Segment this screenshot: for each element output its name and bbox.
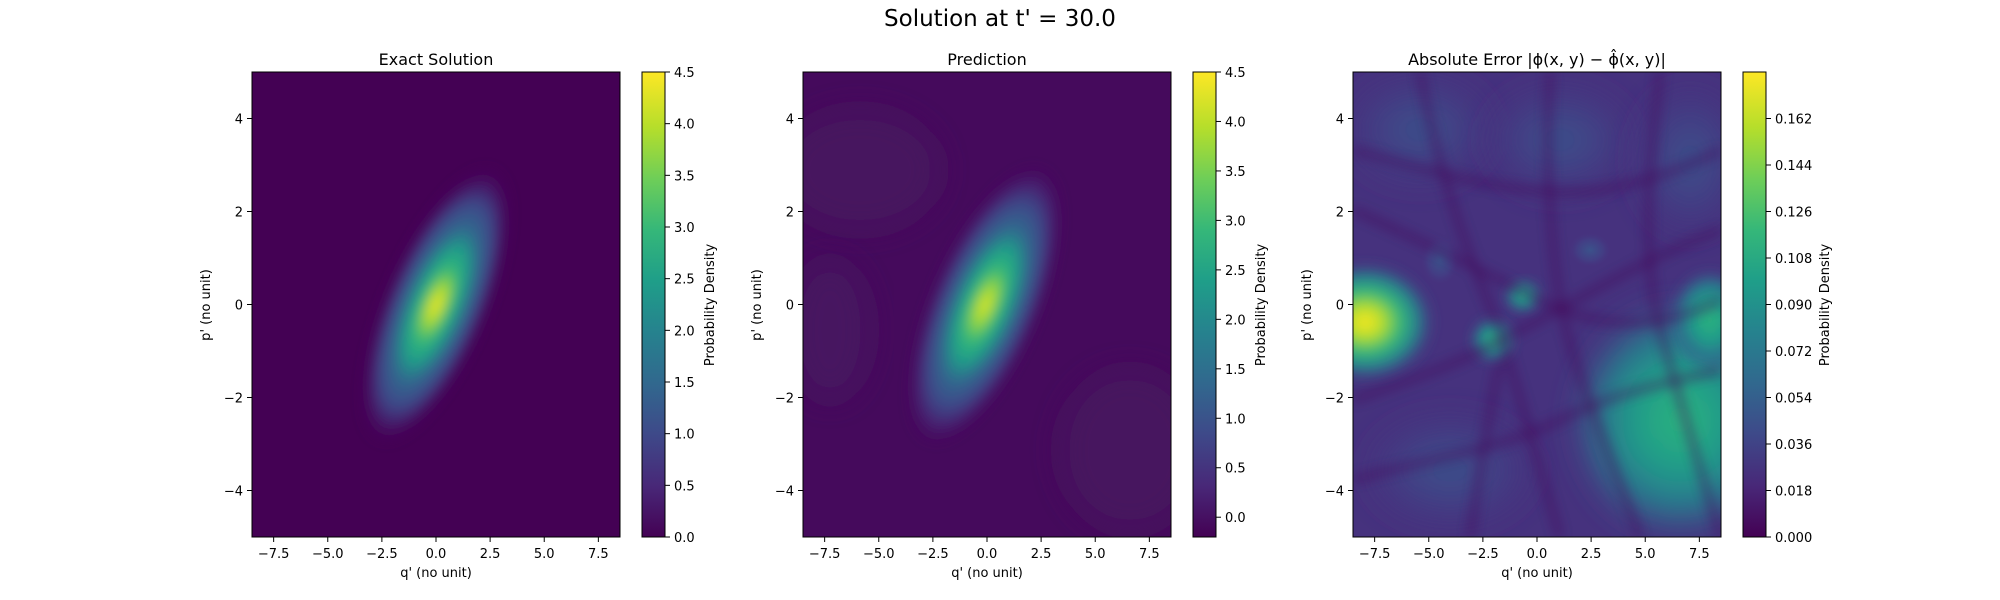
x-tick-label: 7.5 (588, 547, 609, 562)
y-tick-label: 2 (1336, 206, 1344, 221)
colorbar-tick-label: 2.5 (674, 273, 695, 288)
heatmap-exact (252, 72, 620, 537)
colorbar-tick-label: 4.5 (674, 66, 695, 81)
colorbar-tick-label: 3.5 (1225, 165, 1246, 180)
colorbar-ticks-prediction: 0.0 0.5 1.0 1.5 2.0 2.5 3.0 3.5 4.0 4.5 (1216, 66, 1246, 526)
x-tick-label: 5.0 (534, 547, 555, 562)
x-tick-label: 0.0 (977, 547, 998, 562)
y-tick-label: −4 (224, 485, 243, 500)
colorbar-tick-label: 2.0 (1225, 313, 1246, 328)
y-tick-label: 4 (235, 113, 243, 128)
x-tick-label: 2.5 (1581, 547, 1602, 562)
x-tick-label: −2.5 (917, 547, 949, 562)
colorbar-tick-label: 1.0 (674, 428, 695, 443)
y-axis-label: p' (no unit) (750, 269, 765, 341)
x-tick-label: −7.5 (258, 547, 290, 562)
x-tick-label: −7.5 (1359, 547, 1391, 562)
y-tick-label: 2 (786, 206, 794, 221)
y-tick-label: −2 (1325, 392, 1344, 407)
colorbar-tick-label: 0.5 (1225, 462, 1246, 477)
y-axis-label: p' (no unit) (1300, 269, 1315, 341)
panel-error: Absolute Error |ϕ(x, y) − ϕ̂(x, y)| (1300, 49, 1833, 581)
colorbar-tick-label: 4.0 (1225, 115, 1246, 130)
x-axis-label: q' (no unit) (400, 566, 472, 581)
colorbar-ticks-error: 0.000 0.018 0.036 0.054 0.072 0.090 0.108 0.126… (1766, 113, 1812, 546)
y-tick-label: 0 (786, 299, 794, 314)
x-tick-label: −5.0 (312, 547, 344, 562)
heatmap-prediction (803, 72, 1171, 537)
colorbar-tick-label: 0.144 (1775, 159, 1812, 174)
x-tick-label: 5.0 (1085, 547, 1106, 562)
panel-title: Exact Solution (379, 50, 494, 69)
x-tick-label: 0.0 (426, 547, 447, 562)
colorbar-tick-label: 4.0 (674, 118, 695, 133)
colorbar-tick-label: 1.5 (1225, 363, 1246, 378)
y-tick-label: 4 (1336, 113, 1344, 128)
colorbar-tick-label: 0.126 (1775, 206, 1812, 221)
colorbar-tick-label: 0.5 (674, 479, 695, 494)
x-tick-label: −7.5 (809, 547, 841, 562)
x-tick-label: −5.0 (863, 547, 895, 562)
colorbar-tick-label: 2.0 (674, 324, 695, 339)
y-tick-label: 4 (786, 113, 794, 128)
x-tick-label: −5.0 (1413, 547, 1445, 562)
y-tick-label: 2 (235, 206, 243, 221)
panel-exact: Exact Solution −7.5 −5.0 −2.5 0.0 2.5 5.0 7.5−… (199, 50, 718, 581)
x-tick-label: −2.5 (1467, 547, 1499, 562)
x-tick-label: 5.0 (1635, 547, 1656, 562)
colorbar-tick-label: 1.5 (674, 376, 695, 391)
x-tick-label: 7.5 (1139, 547, 1160, 562)
panel-title: Prediction (947, 50, 1026, 69)
colorbar-tick-label: 0.162 (1775, 113, 1812, 128)
colorbar-tick-label: 0.000 (1775, 531, 1812, 546)
colorbar-tick-label: 3.0 (674, 221, 695, 236)
x-axis-label: q' (no unit) (1501, 566, 1573, 581)
y-axis-label: p' (no unit) (199, 269, 214, 341)
colorbar-tick-label: 0.036 (1775, 438, 1812, 453)
x-tick-label: 2.5 (480, 547, 501, 562)
y-tick-label: 0 (235, 299, 243, 314)
colorbar-tick-label: 1.0 (1225, 412, 1246, 427)
colorbar-exact (641, 71, 666, 538)
x-tick-label: −2.5 (366, 547, 398, 562)
y-tick-label: −2 (224, 392, 243, 407)
colorbar-tick-label: 0.0 (1225, 511, 1246, 526)
y-tick-label: 0 (1336, 299, 1344, 314)
colorbar-tick-label: 0.054 (1775, 392, 1812, 407)
colorbar-tick-label: 2.5 (1225, 264, 1246, 279)
heatmap-error (1353, 72, 1721, 537)
colorbar-tick-label: 4.5 (1225, 66, 1246, 81)
panel-title: Absolute Error |ϕ(x, y) − ϕ̂(x, y)| (1408, 49, 1666, 69)
colorbar-label: Probability Density (1818, 244, 1833, 367)
colorbar-tick-label: 3.5 (674, 169, 695, 184)
x-tick-label: 7.5 (1689, 547, 1710, 562)
x-axis-label: q' (no unit) (951, 566, 1023, 581)
colorbar-label: Probability Density (703, 244, 718, 367)
axes-error: −7.5 −5.0 −2.5 0.0 2.5 5.0 7.5 −4 −2 0 2 4 (1325, 113, 1710, 563)
axes-prediction: −7.5 −5.0 −2.5 0.0 2.5 5.0 7.5 −4 −2 0 2 4 (775, 113, 1160, 563)
y-tick-label: −4 (775, 485, 794, 500)
axes-exact: −7.5 −5.0 −2.5 0.0 2.5 5.0 7.5 −4 −2 0 2 4 (224, 113, 609, 563)
colorbar-prediction (1192, 71, 1217, 538)
colorbar-label: Probability Density (1254, 244, 1269, 367)
colorbar-tick-label: 0.018 (1775, 485, 1812, 500)
x-tick-label: 2.5 (1031, 547, 1052, 562)
colorbar-tick-label: 0.108 (1775, 252, 1812, 267)
figure-title: Solution at t' = 30.0 (884, 6, 1116, 32)
y-tick-label: −4 (1325, 485, 1344, 500)
colorbar-tick-label: 0.090 (1775, 299, 1812, 314)
y-tick-label: −2 (775, 392, 794, 407)
colorbar-ticks-exact: 0.0 0.5 1.0 1.5 2.0 2.5 3.0 3.5 4.0 4.5 (665, 66, 695, 546)
x-tick-label: 0.0 (1527, 547, 1548, 562)
colorbar-tick-label: 3.0 (1225, 214, 1246, 229)
panel-prediction: Prediction −7.5 −5.0 −2.5 0.0 2.5 5.0 7.5 −4 −2 0… (750, 50, 1269, 581)
colorbar-tick-label: 0.072 (1775, 345, 1812, 360)
colorbar-tick-label: 0.0 (674, 531, 695, 546)
colorbar-error (1742, 71, 1767, 538)
